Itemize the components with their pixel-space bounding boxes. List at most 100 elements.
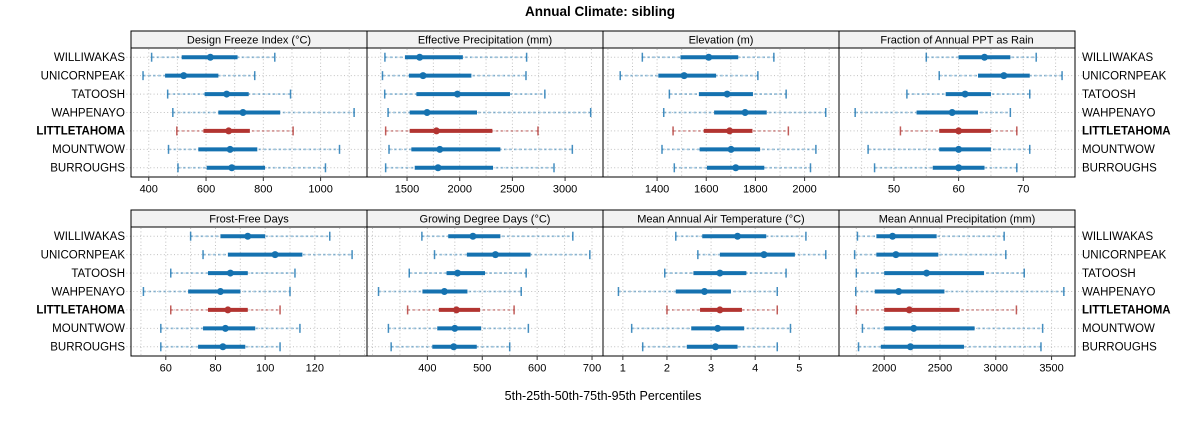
- axis-tick-label: 120: [306, 363, 324, 375]
- percentile-row-littletahoma: [384, 126, 539, 136]
- median-dot: [716, 306, 724, 314]
- median-dot: [454, 269, 462, 277]
- percentile-row-burroughs: [873, 163, 1018, 173]
- median-dot: [892, 251, 900, 259]
- median-dot: [228, 164, 236, 172]
- axis-tick-label: 3000: [984, 363, 1008, 375]
- median-dot: [705, 53, 713, 61]
- site-label-left-littletahoma: LITTLETAHOMA: [36, 126, 125, 138]
- panel-strip-title: Design Freeze Index (°C): [187, 35, 311, 47]
- percentile-row-littletahoma: [899, 126, 1018, 136]
- median-dot: [432, 127, 440, 135]
- site-label-left-wahpenayo: WAHPENAYO: [52, 286, 126, 298]
- axis-tick-label: 3500: [1039, 363, 1063, 375]
- median-dot: [961, 90, 969, 98]
- panel-strip: [838, 209, 1076, 228]
- percentile-row-unicornpeak: [619, 71, 759, 81]
- percentile-row-williwakas: [150, 52, 276, 62]
- percentile-row-burroughs: [673, 163, 812, 173]
- site-label-left-mountwow: MOUNTWOW: [52, 144, 125, 156]
- percentile-row-littletahoma: [666, 305, 778, 315]
- median-dot: [923, 269, 931, 277]
- site-label-left-tatoosh: TATOOSH: [71, 89, 125, 101]
- percentile-row-mountwow: [388, 144, 574, 154]
- median-dot: [716, 269, 724, 277]
- percentile-row-unicornpeak: [142, 71, 256, 81]
- site-label-right-tatoosh: TATOOSH: [1082, 89, 1136, 101]
- site-label-right-williwakas: WILLIWAKAS: [1082, 52, 1153, 64]
- axis-tick-label: 1: [620, 363, 626, 375]
- percentile-row-wahpenayo: [172, 108, 355, 117]
- percentile-row-mountwow: [160, 323, 301, 333]
- site-label-left-littletahoma: LITTLETAHOMA: [36, 305, 125, 317]
- panel-strip-title: Mean Annual Air Temperature (°C): [637, 214, 804, 226]
- median-dot: [906, 343, 914, 351]
- axis-tick-label: 500: [473, 363, 491, 375]
- axis-tick-label: 5: [796, 363, 802, 375]
- median-dot: [440, 288, 448, 295]
- median-dot: [423, 109, 431, 116]
- percentile-row-tatoosh: [855, 268, 1025, 278]
- percentile-row-mountwow: [867, 144, 1031, 154]
- site-label-right-burroughs: BURROUGHS: [1082, 163, 1157, 175]
- median-dot: [734, 232, 742, 240]
- panel-7: Mean Annual Air Temperature (°C) 1 2 3 4 5: [602, 209, 840, 375]
- panel-1: Design Freeze Index (°C) 400 600 800 1000: [123, 30, 368, 196]
- axis-tick-label: 70: [1017, 184, 1029, 196]
- axis-tick-label: 800: [254, 184, 272, 196]
- percentile-row-wahpenayo: [854, 108, 1012, 117]
- percentile-row-tatoosh: [408, 268, 527, 278]
- percentile-row-mountwow: [661, 144, 817, 154]
- median-dot: [239, 109, 247, 116]
- percentile-row-mountwow: [387, 323, 530, 333]
- median-dot: [452, 306, 460, 314]
- percentile-row-tatoosh: [169, 268, 296, 278]
- axis-tick-label: 60: [952, 184, 964, 196]
- percentile-row-unicornpeak: [433, 250, 591, 260]
- median-dot: [714, 324, 722, 332]
- axis-tick-label: 400: [140, 184, 158, 196]
- percentile-row-unicornpeak: [853, 250, 1007, 260]
- percentile-row-williwakas: [641, 52, 775, 62]
- percentile-row-wahpenayo: [142, 287, 291, 296]
- median-dot: [895, 288, 903, 295]
- axis-tick-label: 60: [160, 363, 172, 375]
- percentile-row-tatoosh: [383, 89, 546, 99]
- percentile-row-wahpenayo: [377, 287, 522, 296]
- median-dot: [453, 90, 461, 98]
- percentile-row-wahpenayo: [662, 108, 827, 117]
- site-label-right-littletahoma: LITTLETAHOMA: [1082, 305, 1171, 317]
- median-dot: [216, 288, 224, 295]
- median-dot: [226, 145, 234, 153]
- percentile-row-williwakas: [856, 231, 1005, 241]
- site-label-right-mountwow: MOUNTWOW: [1082, 144, 1155, 156]
- median-dot: [450, 343, 458, 351]
- site-label-right-williwakas: WILLIWAKAS: [1082, 231, 1153, 243]
- median-dot: [955, 164, 963, 172]
- median-dot: [727, 145, 735, 153]
- site-label-left-burroughs: BURROUGHS: [50, 163, 125, 175]
- axis-tick-label: 3: [708, 363, 714, 375]
- percentile-row-mountwow: [167, 144, 341, 154]
- axis-tick-label: 1000: [308, 184, 332, 196]
- percentile-row-tatoosh: [166, 89, 292, 99]
- median-dot: [760, 251, 768, 259]
- median-dot: [711, 343, 719, 351]
- site-label-left-williwakas: WILLIWAKAS: [54, 52, 125, 64]
- axis-tick-label: 700: [583, 363, 601, 375]
- median-dot: [226, 269, 234, 277]
- median-dot: [416, 53, 424, 61]
- median-dot: [980, 53, 988, 61]
- site-label-right-unicornpeak: UNICORNPEAK: [1082, 249, 1167, 261]
- axis-tick-label: 2500: [500, 184, 524, 196]
- median-dot: [700, 288, 708, 295]
- axis-tick-label: 600: [528, 363, 546, 375]
- percentile-row-tatoosh: [664, 268, 787, 278]
- panel-8: Mean Annual Precipitation (mm) 2000 2500 30…: [838, 209, 1083, 375]
- chart-caption: 5th-25th-50th-75th-95th Percentiles: [504, 389, 702, 403]
- percentile-row-mountwow: [861, 323, 1044, 333]
- percentile-row-williwakas: [675, 231, 807, 241]
- axis-tick-label: 1400: [645, 184, 669, 196]
